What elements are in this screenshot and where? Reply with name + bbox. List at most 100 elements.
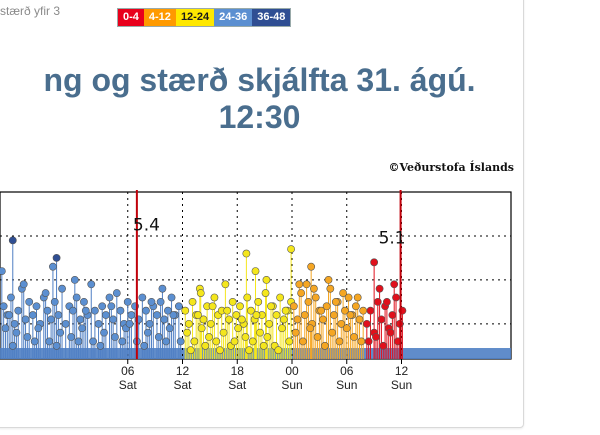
point-0-4-3: [373, 297, 382, 306]
point-12-24-33: [205, 333, 213, 341]
point-24-36-2: [7, 293, 15, 302]
point-12-24-62: [262, 275, 271, 284]
point-24-36-42: [153, 311, 161, 319]
point-4-12-31: [309, 284, 318, 293]
point-4-12-37: [331, 297, 340, 306]
legend-4-12: 4-12: [143, 9, 176, 26]
point-24-36-3: [10, 319, 19, 328]
point-12-24-23: [265, 319, 274, 328]
x-tick-label-bottom-2: Sat: [228, 378, 247, 392]
point-36-48-0: [8, 236, 17, 245]
point-4-12-30: [295, 280, 304, 289]
x-tick-label-top-3: 00: [285, 364, 299, 378]
point-4-12-3: [300, 311, 309, 319]
point-12-24-37: [234, 324, 243, 333]
point-24-36-13: [47, 315, 55, 324]
point-12-24-46: [201, 341, 210, 350]
point-0-4-4: [377, 315, 386, 324]
point-24-36-84: [0, 267, 6, 276]
point-12-24-25: [272, 311, 281, 319]
point-24-36-80: [19, 280, 28, 289]
point-12-24-38: [241, 333, 250, 341]
point-4-12-21: [299, 337, 307, 346]
point-0-4-14: [386, 328, 395, 337]
point-12-24-57: [267, 302, 275, 311]
point-4-12-1: [293, 315, 302, 324]
title-line-1: ng og stærð skjálfta 31. ágú.: [43, 62, 476, 98]
point-0-4-13: [379, 341, 388, 350]
point-12-24-51: [274, 346, 283, 355]
point-12-24-8: [210, 293, 219, 302]
point-36-48-1: [52, 254, 61, 262]
point-12-24-48: [230, 337, 239, 346]
point-4-12-33: [339, 289, 347, 297]
point-24-36-28: [101, 311, 110, 319]
point-24-36-71: [118, 337, 127, 346]
point-24-36-34: [123, 297, 132, 306]
point-0-4-0: [362, 319, 371, 328]
title-line-2: 12:30: [218, 99, 301, 135]
point-24-36-20: [72, 293, 81, 302]
point-4-12-10: [326, 284, 335, 293]
point-4-12-13: [337, 319, 346, 328]
point-12-24-44: [285, 337, 294, 346]
point-24-36-17: [61, 319, 70, 328]
page-title: ng og stærð skjálfta 31. ágú. 12:30: [0, 62, 523, 136]
point-4-12-36: [317, 306, 326, 315]
point-4-12-26: [335, 337, 344, 346]
point-24-36-30: [109, 315, 118, 324]
point-0-4-17: [382, 297, 391, 306]
point-4-12-19: [359, 306, 368, 315]
point-12-24-30: [183, 328, 191, 337]
point-12-24-53: [208, 302, 217, 311]
point-4-12-27: [342, 324, 351, 333]
point-24-36-64: [165, 324, 174, 333]
point-24-36-68: [52, 341, 61, 350]
point-0-4-16: [375, 284, 384, 293]
point-24-36-24: [87, 280, 96, 289]
point-24-36-29: [105, 293, 114, 302]
point-24-36-81: [70, 275, 79, 284]
point-12-24-41: [263, 333, 272, 341]
point-12-24-27: [279, 315, 288, 324]
point-24-36-52: [34, 324, 43, 333]
x-tick-label-top-0: 06: [121, 364, 135, 378]
point-24-36-83: [158, 284, 167, 293]
x-tick-label-bottom-1: Sat: [173, 378, 192, 392]
point-24-36-25: [91, 306, 99, 315]
x-tick-label-bottom-5: Sun: [391, 378, 412, 392]
point-24-36-45: [163, 306, 172, 315]
point-12-24-50: [259, 341, 268, 350]
x-tick-label-top-4: 06: [340, 364, 354, 378]
x-tick-label-top-5: 12: [395, 364, 409, 378]
point-12-24-59: [242, 249, 251, 258]
point-12-24-13: [228, 297, 237, 306]
point-12-24-58: [281, 306, 290, 315]
point-12-24-35: [219, 328, 228, 337]
point-4-12-25: [328, 328, 337, 337]
point-24-36-49: [1, 324, 10, 333]
point-12-24-60: [251, 267, 260, 276]
large-quake-label-0: 5.4: [133, 215, 160, 235]
point-12-24-15: [236, 302, 244, 311]
point-24-36-48: [174, 302, 183, 311]
point-4-12-6: [311, 293, 320, 302]
point-0-4-8: [392, 293, 400, 302]
point-24-36-50: [12, 328, 21, 337]
point-12-24-17: [243, 293, 252, 302]
point-12-24-47: [216, 346, 224, 355]
point-0-4-19: [370, 258, 379, 267]
point-24-36-26: [94, 319, 103, 328]
legend-24-36: 24-36: [214, 9, 253, 26]
copyright-watermark: ©Veðurstofa Íslands: [388, 161, 514, 174]
point-0-4-12: [372, 333, 380, 341]
point-24-36-35: [127, 311, 136, 319]
point-24-36-19: [69, 306, 77, 315]
point-4-12-2: [297, 289, 306, 297]
x-tick-label-bottom-0: Sat: [119, 378, 138, 392]
point-24-36-67: [30, 337, 39, 346]
point-24-36-39: [142, 306, 150, 315]
point-12-24-22: [261, 289, 270, 297]
point-24-36-32: [116, 306, 125, 315]
